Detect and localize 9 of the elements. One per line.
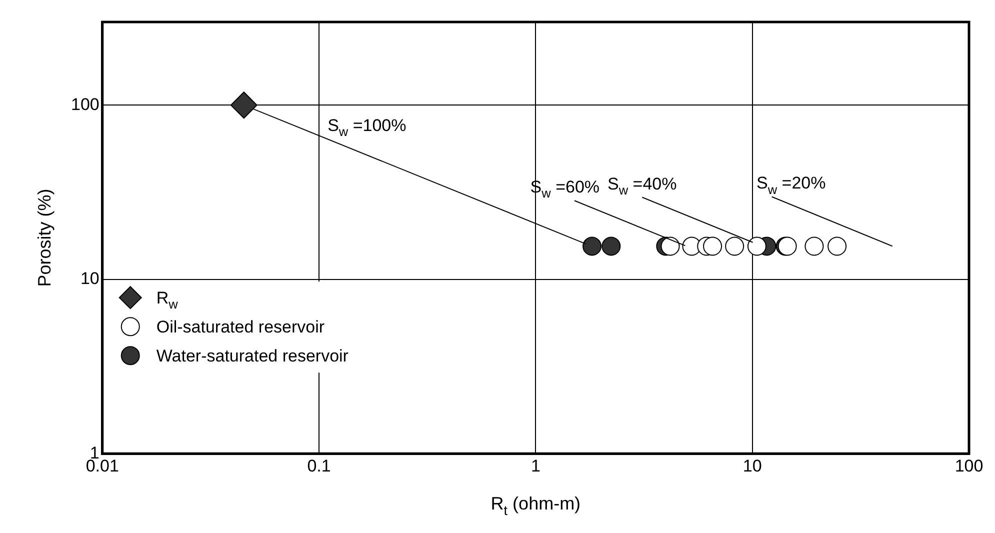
x-tick-label: 10 [742,456,762,476]
legend-label: Water-saturated reservoir [156,346,349,366]
y-tick-label: 10 [80,269,100,288]
x-tick-label: 0.1 [307,456,331,476]
legend-label: Oil-saturated reservoir [156,318,325,337]
y-tick-label: 100 [70,94,100,114]
y-axis-title: Porosity (%) [34,188,54,287]
x-tick-label: 1 [530,456,540,476]
x-tick-label: 100 [954,456,984,476]
